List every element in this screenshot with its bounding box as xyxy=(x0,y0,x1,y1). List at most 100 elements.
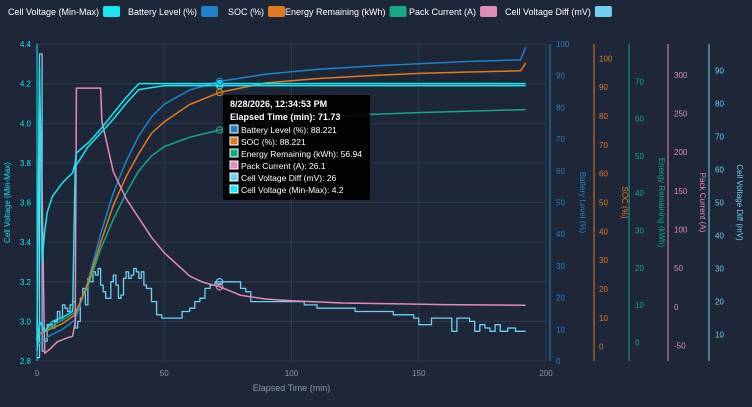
y-tick-label: 20 xyxy=(556,294,565,303)
tooltip-row: SOC (%): 88.221 xyxy=(229,136,306,147)
series-line-cell-voltage xyxy=(36,84,526,352)
y-tick-label: 70 xyxy=(556,135,565,144)
legend-swatch xyxy=(268,6,285,17)
y-tick-label: 250 xyxy=(674,110,688,119)
hover-marker xyxy=(215,277,224,286)
legend-swatch xyxy=(201,6,219,17)
right-axis-cell-voltage-diff: 10 20 30 40 50 60 70 80 90 Cell Voltage Diff (mV) xyxy=(708,44,744,361)
y-tick-label-cell-voltage: 3.4 xyxy=(20,238,32,247)
tooltip-swatch xyxy=(229,148,239,158)
y-tick-label: 50 xyxy=(635,152,644,161)
y-tick-label: 100 xyxy=(556,40,570,49)
y-tick-label: 60 xyxy=(599,170,608,179)
tooltip-time: 8/28/2026, 12:34:53 PM xyxy=(230,99,327,109)
y-tick-label: 70 xyxy=(599,141,608,150)
y-tick-label-cell-voltage: 2.8 xyxy=(20,357,32,366)
tooltip-row: Battery Level (%): 88.221 xyxy=(229,124,337,135)
y-tick-label-cell-voltage: 3.2 xyxy=(20,278,32,287)
legend-label: Pack Current (A) xyxy=(409,7,476,17)
legend-swatch xyxy=(594,6,612,17)
y-tick-label: 80 xyxy=(715,99,724,108)
series-line-soc xyxy=(36,62,527,336)
y-tick-label: 20 xyxy=(715,298,724,307)
tooltip-row: Energy Remaining (kWh): 56.94 xyxy=(229,148,362,159)
x-tick-label: 150 xyxy=(412,369,426,378)
y-tick-label: 300 xyxy=(674,71,688,80)
legend: Cell Voltage (Min-Max) Battery Level (%) S… xyxy=(8,6,612,17)
tooltip-swatch xyxy=(229,160,239,170)
x-tick-label: 100 xyxy=(285,369,299,378)
tooltip-row-text: Cell Voltage (Min-Max): 4.2 xyxy=(241,185,344,195)
right-axis-soc: 0 10 20 30 40 50 60 70 80 90 100 SOC (%) xyxy=(593,44,629,361)
y-axis-title: Energy Remaining (kWh) xyxy=(657,158,666,248)
y-axis-title: SOC (%) xyxy=(620,187,629,219)
y-tick-label: 50 xyxy=(599,199,608,208)
y-tick-label: 40 xyxy=(715,232,724,241)
hover-marker xyxy=(215,88,224,97)
y-tick-label: 90 xyxy=(599,83,608,92)
right-axis-energy: 0 10 20 30 40 50 60 70 Energy Remaining (kWh) xyxy=(628,44,666,361)
y-tick-label: 40 xyxy=(556,230,565,239)
y-tick-label: 30 xyxy=(599,256,608,265)
tooltip-background xyxy=(223,95,370,200)
y-tick-label-cell-voltage: 4.0 xyxy=(20,119,32,128)
y-tick-label: 0 xyxy=(635,338,640,347)
y-axis-title: Cell Voltage Diff (mV) xyxy=(735,164,744,241)
legend-label: Battery Level (%) xyxy=(128,7,197,17)
x-axis-title: Elapsed Time (min) xyxy=(253,383,331,393)
series-line-battery-level xyxy=(36,46,527,346)
tooltip-row-text: Pack Current (A): 26.1 xyxy=(241,161,326,171)
y-axis-title: Pack Current (A) xyxy=(698,173,707,233)
tooltip-rows: Battery Level (%): 88.221 SOC (%): 88.221… xyxy=(229,124,362,195)
tooltip-row-text: Cell Voltage Diff (mV): 26 xyxy=(241,173,337,183)
y-tick-label: 60 xyxy=(635,115,644,124)
legend-swatch xyxy=(103,6,121,17)
y-tick-label: 100 xyxy=(599,54,613,63)
y-tick-label: 70 xyxy=(635,77,644,86)
y-tick-label: 10 xyxy=(599,314,608,323)
legend-item: Cell Voltage (Min-Max) xyxy=(8,6,121,17)
tooltip-row-text: SOC (%): 88.221 xyxy=(241,137,306,147)
y-tick-label: 60 xyxy=(715,165,724,174)
legend-label: SOC (%) xyxy=(228,7,264,17)
tooltip-row: Cell Voltage (Min-Max): 4.2 xyxy=(229,184,344,195)
y-tick-label-cell-voltage: 4.4 xyxy=(20,40,32,49)
tooltip: 8/28/2026, 12:34:53 PM Elapsed Time (min… xyxy=(223,95,370,200)
legend-label: Cell Voltage Diff (mV) xyxy=(505,7,591,17)
y-tick-label: 50 xyxy=(556,199,565,208)
y-tick-label: 200 xyxy=(674,148,688,157)
hover-marker xyxy=(215,282,224,291)
tooltip-swatch xyxy=(229,172,239,182)
y-tick-label: 40 xyxy=(599,227,608,236)
hover-layer xyxy=(215,77,224,291)
legend-label: Energy Remaining (kWh) xyxy=(285,7,386,17)
series-line-pack-current xyxy=(36,81,526,355)
legend-item: Pack Current (A) xyxy=(409,6,498,17)
y-tick-label-cell-voltage: 3.8 xyxy=(20,159,32,168)
y-tick-label: 10 xyxy=(556,325,565,334)
tooltip-elapsed: Elapsed Time (min): 71.73 xyxy=(230,112,340,122)
hover-marker xyxy=(215,77,224,86)
right-axis-pack-current: -50 0 50 100 150 200 250 300 Pack Current (A) xyxy=(667,44,707,361)
y-tick-label: 80 xyxy=(556,103,565,112)
y-tick-label: 80 xyxy=(599,112,608,121)
x-tick-label: 50 xyxy=(160,369,169,378)
tooltip-row-text: Energy Remaining (kWh): 56.94 xyxy=(241,149,362,159)
series-line-cell-voltage xyxy=(36,67,526,342)
y-tick-label: -50 xyxy=(674,342,686,351)
y-tick-label: 30 xyxy=(556,262,565,271)
y-tick-label-cell-voltage: 3.0 xyxy=(20,317,32,326)
tooltip-swatch xyxy=(229,124,239,134)
tooltip-row: Cell Voltage Diff (mV): 26 xyxy=(229,172,337,183)
y-tick-label: 0 xyxy=(674,303,679,312)
y-tick-label: 30 xyxy=(635,226,644,235)
y-tick-label: 100 xyxy=(674,226,688,235)
x-tick-label: 200 xyxy=(539,369,553,378)
y-tick-label-cell-voltage: 3.6 xyxy=(20,199,32,208)
hover-marker xyxy=(215,126,224,134)
tooltip-swatch xyxy=(229,136,239,146)
